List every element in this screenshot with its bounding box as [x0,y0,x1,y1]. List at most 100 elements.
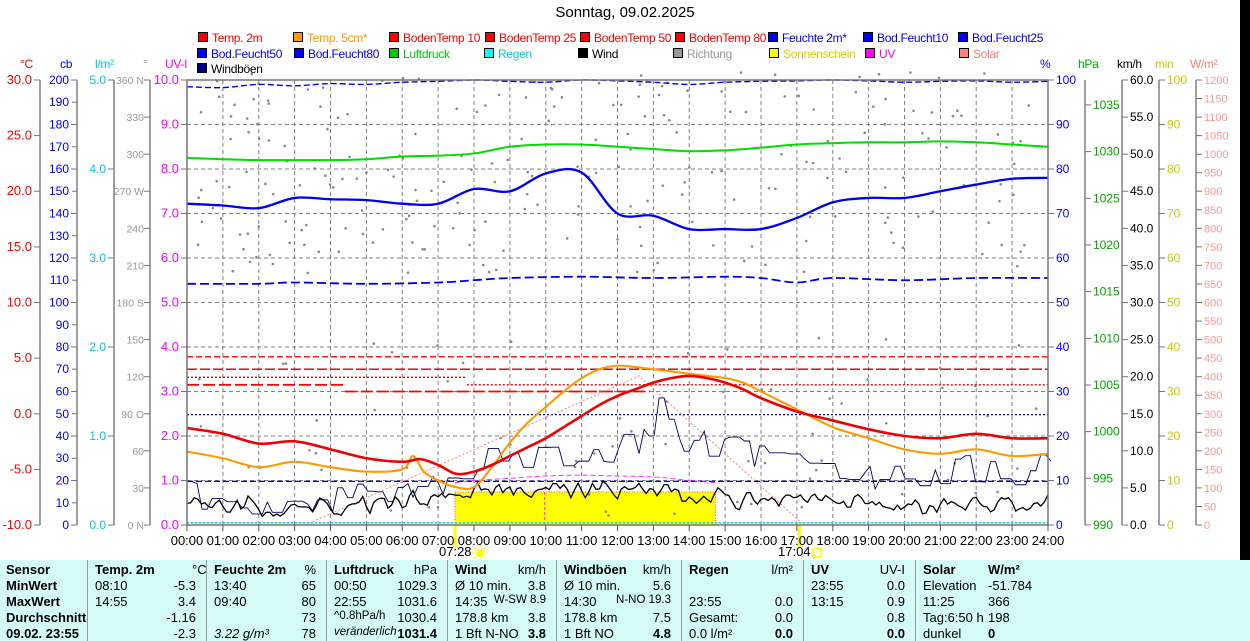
svg-text:5.0: 5.0 [161,295,179,310]
svg-text:50: 50 [1204,502,1216,514]
svg-text:15.0: 15.0 [7,239,32,254]
svg-text:20.0: 20.0 [1130,370,1154,384]
svg-text:1015: 1015 [1093,285,1120,299]
svg-text:90: 90 [1167,118,1181,132]
svg-text:150: 150 [1204,464,1222,476]
svg-text:16:00: 16:00 [745,533,778,548]
svg-text:1010: 1010 [1093,331,1120,345]
svg-text:24:00: 24:00 [1032,533,1065,548]
svg-text:180 S: 180 S [117,298,144,310]
svg-text:30.0: 30.0 [7,72,32,87]
svg-text:100: 100 [1204,483,1222,495]
svg-text:01:00: 01:00 [207,533,240,548]
svg-text:15.0: 15.0 [1130,407,1154,421]
svg-text:1030: 1030 [1093,145,1120,159]
svg-text:90: 90 [1056,118,1070,132]
svg-text:8.0: 8.0 [161,161,179,176]
svg-text:450: 450 [1204,353,1222,365]
svg-text:3.0: 3.0 [89,251,106,265]
svg-text:1050: 1050 [1204,131,1228,143]
svg-text:11:00: 11:00 [566,533,598,548]
svg-text:06:00: 06:00 [386,533,419,548]
svg-text:5.0: 5.0 [89,73,106,87]
svg-text:3.0: 3.0 [161,384,179,399]
svg-text:90: 90 [56,318,70,332]
svg-text:200: 200 [1204,446,1222,458]
svg-text:30: 30 [56,451,70,465]
svg-text:7.0: 7.0 [161,206,179,221]
svg-text:10.0: 10.0 [1130,444,1154,458]
svg-text:300: 300 [1204,409,1222,421]
svg-text:120: 120 [49,251,69,265]
svg-text:1100: 1100 [1204,112,1228,124]
svg-text:110: 110 [50,273,69,287]
svg-text:330: 330 [126,112,144,124]
svg-text:2.0: 2.0 [89,340,106,354]
svg-text:04:00: 04:00 [314,533,347,548]
svg-text:5.0: 5.0 [1130,481,1147,495]
svg-text:22:00: 22:00 [960,533,993,548]
svg-text:160: 160 [49,162,69,176]
svg-text:150: 150 [49,184,69,198]
svg-text:1.0: 1.0 [161,473,179,488]
svg-text:200: 200 [49,73,69,87]
svg-text:950: 950 [1204,168,1222,180]
svg-text:700: 700 [1204,260,1222,272]
svg-text:0: 0 [1204,520,1210,532]
svg-text:750: 750 [1204,242,1222,254]
svg-text:35.0: 35.0 [1130,258,1154,272]
svg-text:100: 100 [1167,73,1187,87]
svg-text:0 N: 0 N [128,520,144,532]
svg-text:12:00: 12:00 [601,533,634,548]
svg-text:20.0: 20.0 [7,183,32,198]
svg-text:20: 20 [1056,429,1070,443]
svg-text:60: 60 [1167,251,1181,265]
svg-text:130: 130 [49,229,69,243]
svg-text:10: 10 [56,496,70,510]
svg-text:30.0: 30.0 [1130,296,1154,310]
svg-text:1000: 1000 [1093,425,1120,439]
svg-text:990: 990 [1093,518,1113,532]
svg-text:02:00: 02:00 [243,533,276,548]
svg-text:60: 60 [1056,251,1070,265]
svg-text:10.0: 10.0 [154,72,179,87]
svg-text:50: 50 [1056,296,1070,310]
svg-text:1200: 1200 [1204,75,1228,87]
svg-text:270 W: 270 W [114,186,144,198]
svg-text:250: 250 [1204,427,1222,439]
svg-text:18:00: 18:00 [817,533,850,548]
svg-text:0.0: 0.0 [1130,518,1147,532]
svg-text:120: 120 [126,372,144,384]
svg-text:70: 70 [1056,207,1070,221]
svg-text:45.0: 45.0 [1130,184,1154,198]
svg-text:80: 80 [1056,162,1070,176]
svg-text:20: 20 [56,474,70,488]
svg-text:14:00: 14:00 [673,533,706,548]
svg-text:1020: 1020 [1093,238,1120,252]
svg-text:600: 600 [1204,298,1222,310]
svg-text:19:00: 19:00 [852,533,885,548]
svg-text:1000: 1000 [1204,149,1228,161]
svg-text:30: 30 [132,483,144,495]
svg-text:0.0: 0.0 [14,406,32,421]
svg-text:240: 240 [126,223,144,235]
svg-text:20:00: 20:00 [888,533,921,548]
svg-text:30: 30 [1056,385,1070,399]
svg-text:00:00: 00:00 [171,533,204,548]
svg-text:10:00: 10:00 [530,533,563,548]
svg-text:40.0: 40.0 [1130,221,1154,235]
svg-text:23:00: 23:00 [996,533,1029,548]
svg-text:0: 0 [1167,518,1174,532]
svg-text:20: 20 [1167,429,1181,443]
svg-text:6.0: 6.0 [161,250,179,265]
svg-text:190: 190 [49,95,69,109]
svg-text:70: 70 [1167,207,1181,221]
svg-text:09:00: 09:00 [494,533,527,548]
svg-text:0.0: 0.0 [161,517,179,532]
svg-text:03:00: 03:00 [278,533,311,548]
svg-text:850: 850 [1204,205,1222,217]
svg-text:50: 50 [1167,296,1181,310]
svg-text:800: 800 [1204,223,1222,235]
svg-text:10.0: 10.0 [7,295,32,310]
svg-text:100: 100 [49,296,69,310]
